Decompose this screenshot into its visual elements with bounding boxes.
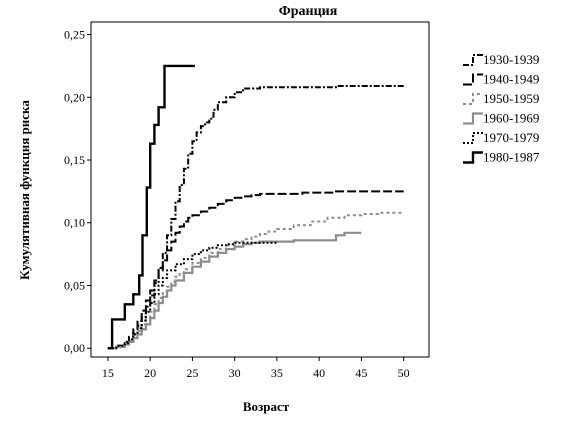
legend: 1930-1939 1940-1949 1950-1959 1960-1969 1970… <box>463 52 540 165</box>
y-axis: 0,00 0,05 0,10 0,15 0,20 0,25 <box>64 28 91 355</box>
legend-swatch <box>463 132 483 144</box>
x-axis: 15 20 25 30 35 40 45 50 <box>102 357 410 380</box>
x-tick-label: 40 <box>313 366 325 380</box>
series-line-1960-1969 <box>107 231 362 350</box>
x-tick-label: 30 <box>229 366 241 380</box>
y-tick-label: 0,15 <box>64 153 85 167</box>
legend-label: 1980-1987 <box>483 150 540 165</box>
x-tick-label: 35 <box>271 366 283 380</box>
legend-swatch <box>463 151 483 164</box>
y-tick-label: 0,25 <box>64 28 85 42</box>
x-tick-label: 15 <box>102 366 114 380</box>
legend-swatch <box>463 73 483 86</box>
series-line-1950-1959 <box>107 211 404 350</box>
x-axis-label: Возраст <box>243 399 290 414</box>
y-axis-label: Кумулятивная функция риска <box>17 100 32 280</box>
legend-label: 1940-1949 <box>483 72 539 87</box>
legend-label: 1970-1979 <box>483 130 539 145</box>
y-tick-label: 0,00 <box>64 341 85 355</box>
series-line-1970-1979 <box>107 241 277 350</box>
x-tick-label: 45 <box>355 366 367 380</box>
x-tick-label: 20 <box>144 366 156 380</box>
legend-label: 1930-1939 <box>483 52 539 67</box>
series-line-1930-1939 <box>107 85 404 350</box>
x-tick-label: 50 <box>398 366 410 380</box>
y-tick-label: 0,10 <box>64 216 85 230</box>
series-line-1980-1987 <box>107 64 195 350</box>
series-line-1940-1949 <box>107 190 404 350</box>
legend-swatch <box>463 112 483 125</box>
series-layer <box>107 64 404 350</box>
y-tick-label: 0,20 <box>64 90 85 104</box>
x-tick-label: 25 <box>186 366 198 380</box>
legend-swatch <box>463 93 483 105</box>
legend-label: 1950-1959 <box>483 91 539 106</box>
y-tick-label: 0,05 <box>64 278 85 292</box>
legend-swatch <box>463 54 483 66</box>
chart-title: Франция <box>279 4 338 19</box>
plot-frame <box>90 21 430 358</box>
legend-label: 1960-1969 <box>483 111 539 126</box>
